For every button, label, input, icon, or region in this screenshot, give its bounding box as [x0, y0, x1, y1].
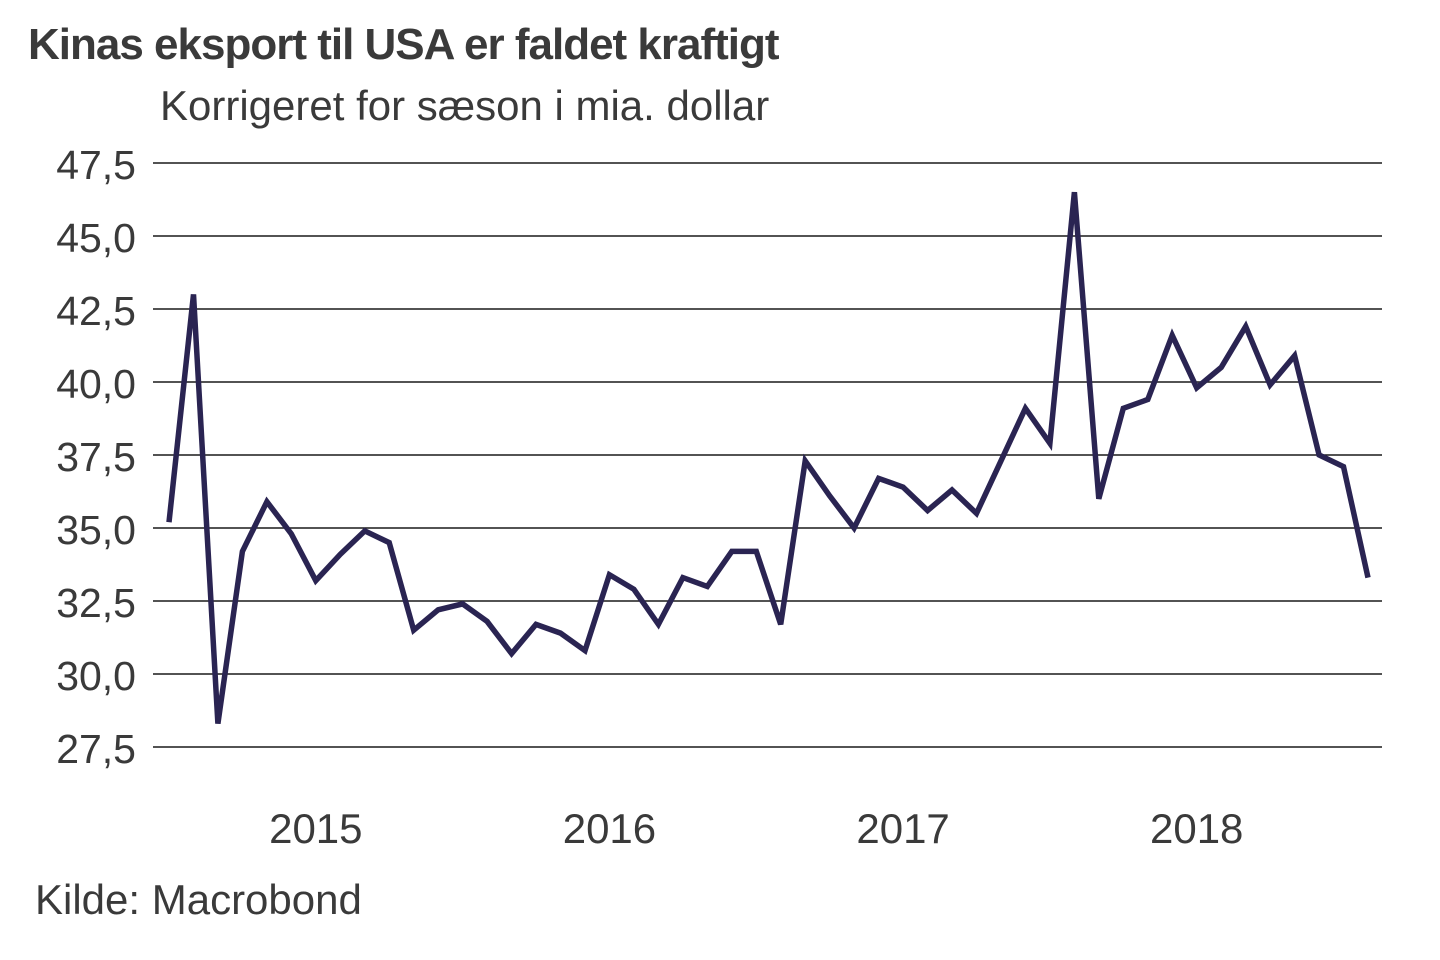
y-tick-label: 35,0 — [56, 507, 136, 553]
source-label: Kilde: Macrobond — [35, 876, 362, 923]
y-tick-label: 32,5 — [56, 580, 136, 626]
y-tick-label: 37,5 — [56, 434, 136, 480]
y-tick-label: 30,0 — [56, 653, 136, 699]
y-tick-label: 45,0 — [56, 215, 136, 261]
chart-title: Kinas eksport til USA er faldet kraftigt — [28, 20, 780, 69]
y-tick-label: 47,5 — [56, 142, 136, 188]
y-tick-label: 27,5 — [56, 726, 136, 772]
x-year-label: 2018 — [1150, 805, 1243, 852]
y-tick-label: 42,5 — [56, 288, 136, 334]
chart-subtitle: Korrigeret for sæson i mia. dollar — [160, 82, 770, 129]
x-year-label: 2016 — [563, 805, 656, 852]
x-year-label: 2015 — [269, 805, 362, 852]
data-line-series — [166, 191, 1371, 724]
y-tick-label: 40,0 — [56, 361, 136, 407]
x-year-label: 2017 — [856, 805, 949, 852]
